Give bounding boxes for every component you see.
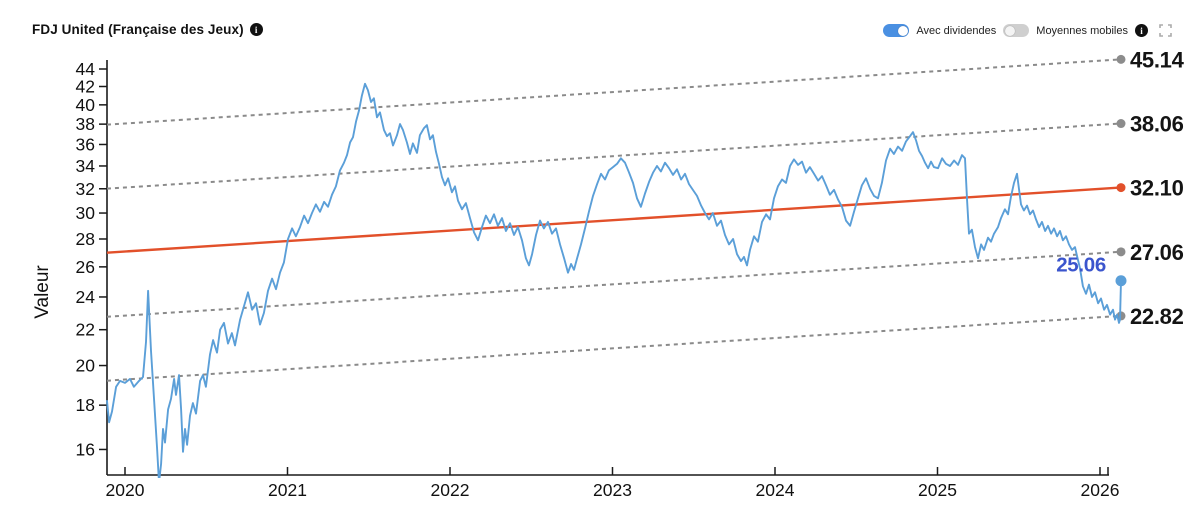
expand-icon[interactable] xyxy=(1159,24,1172,37)
dividends-toggle[interactable] xyxy=(883,24,910,37)
x-tick-label: 2024 xyxy=(756,480,795,500)
y-tick-label: 38 xyxy=(76,114,95,134)
title-bar: FDJ United (Française des Jeux) i xyxy=(32,22,263,37)
moving-averages-info-icon[interactable]: i xyxy=(1135,24,1148,37)
y-tick-label: 42 xyxy=(76,76,95,96)
trend-line-regression-plus-1sigma xyxy=(106,122,1121,190)
trend-end-dot-regression-center xyxy=(1116,183,1126,193)
moving-averages-toggle[interactable] xyxy=(1003,24,1030,37)
y-tick-label: 40 xyxy=(76,95,96,115)
trend-end-dot-regression-plus-2sigma xyxy=(1116,54,1126,64)
trend-line-regression-center xyxy=(106,186,1121,254)
trend-line-regression-minus-2sigma xyxy=(106,314,1121,382)
price-line xyxy=(106,82,1122,478)
plot-area[interactable] xyxy=(107,60,1109,475)
dividends-toggle-label: Avec dividendes xyxy=(916,24,997,37)
trend-end-dot-regression-minus-1sigma xyxy=(1116,247,1126,257)
trend-value-label-regression-minus-1sigma: 27.06 xyxy=(1130,240,1184,265)
trend-value-label-regression-center: 32.10 xyxy=(1130,176,1184,201)
y-axis-title: Valeur xyxy=(32,265,53,319)
trend-value-label-regression-minus-2sigma: 22.82 xyxy=(1130,304,1184,329)
trend-line-regression-plus-2sigma xyxy=(106,58,1121,126)
x-tick-label: 2025 xyxy=(918,480,957,500)
last-price-label: 25.06 xyxy=(1056,254,1106,277)
moving-averages-toggle-label: Moyennes mobiles xyxy=(1036,24,1128,37)
y-tick-label: 28 xyxy=(76,229,95,249)
x-tick-label: 2020 xyxy=(106,480,145,500)
trend-value-label-regression-plus-2sigma: 45.14 xyxy=(1130,47,1185,72)
chart-controls: Avec dividendes Moyennes mobiles i xyxy=(883,24,1172,37)
y-tick-label: 20 xyxy=(76,356,96,376)
x-tick-label: 2022 xyxy=(431,480,470,500)
trend-line-regression-minus-1sigma xyxy=(106,250,1121,318)
y-tick-label: 22 xyxy=(76,320,95,340)
y-tick-label: 44 xyxy=(76,59,96,79)
y-tick-label: 18 xyxy=(76,395,95,415)
toggle-knob xyxy=(897,25,908,36)
trend-value-label-regression-plus-1sigma: 38.06 xyxy=(1130,112,1184,137)
x-tick-label: 2023 xyxy=(593,480,632,500)
page-title: FDJ United (Française des Jeux) xyxy=(32,22,244,37)
x-tick-label: 2026 xyxy=(1081,480,1120,500)
y-tick-label: 34 xyxy=(76,156,96,176)
y-tick-label: 16 xyxy=(76,439,95,459)
y-tick-label: 32 xyxy=(76,179,95,199)
y-tick-label: 24 xyxy=(76,287,96,307)
trend-end-dot-regression-plus-1sigma xyxy=(1116,119,1126,129)
title-info-icon[interactable]: i xyxy=(249,23,263,36)
y-tick-label: 26 xyxy=(76,257,95,277)
last-price-dot xyxy=(1115,275,1127,287)
y-tick-label: 30 xyxy=(76,203,96,223)
toggle-knob xyxy=(1004,25,1015,36)
y-tick-label: 36 xyxy=(76,134,95,154)
x-tick-label: 2021 xyxy=(268,480,307,500)
